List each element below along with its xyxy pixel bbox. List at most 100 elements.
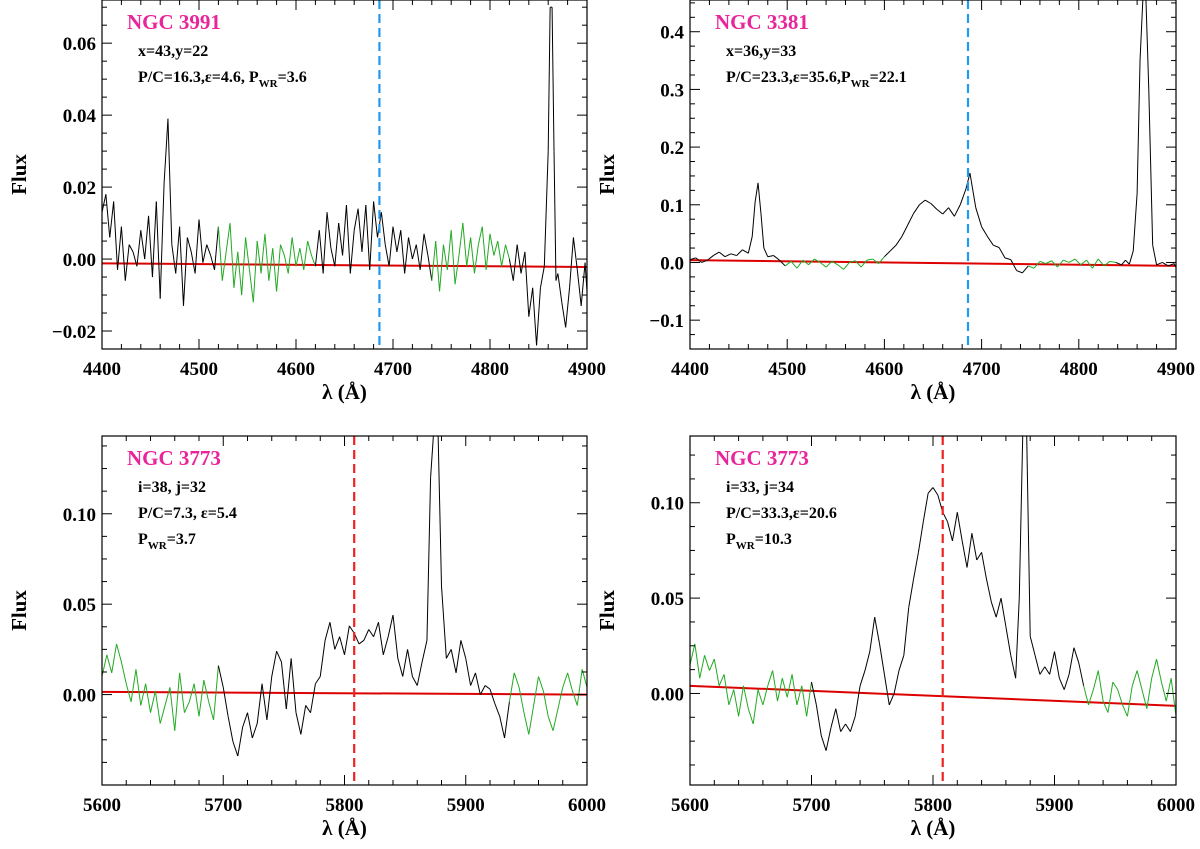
spectrum-segment: [1091, 258, 1099, 269]
spectrum-segment: [319, 640, 326, 677]
spectrum-segment: [407, 649, 413, 677]
spectrum-segment: [932, 487, 939, 496]
spectrum-segment: [547, 7, 551, 152]
y-tick-label: 0.00: [651, 684, 684, 705]
spectrum-segment: [790, 260, 798, 269]
spectrum-segment: [747, 708, 754, 725]
spectrum-segment: [477, 226, 483, 245]
annotation-text: x=43,y=22: [138, 43, 208, 60]
spectrum-segment: [473, 244, 479, 274]
spectrum-segment: [455, 640, 462, 673]
spectrum-segment: [993, 244, 1000, 248]
spectrum-segment: [188, 683, 195, 702]
spectrum-segment: [357, 208, 363, 252]
spectrum-segment: [400, 230, 406, 274]
spectrum-segment: [1146, 678, 1153, 709]
spectrum-segment: [208, 701, 215, 721]
spectrum-segment: [893, 670, 900, 694]
spectrum-segment: [345, 205, 351, 274]
spectrum-segment: [1115, 262, 1122, 266]
spectrum-segment: [251, 723, 258, 739]
spectrum-segment: [1125, 259, 1130, 265]
spectrum-segment: [363, 629, 370, 641]
spectrum-segment: [241, 237, 247, 296]
spectrum-segment: [508, 258, 514, 281]
spectrum-segment: [930, 203, 938, 210]
spectrum-segment: [1028, 265, 1035, 269]
spectrum-segment: [214, 226, 219, 270]
spectrum-segment: [825, 260, 833, 268]
spectrum-segment: [513, 672, 520, 688]
spectrum-segment: [384, 244, 390, 267]
x-tick-label: 4400: [671, 359, 709, 380]
spectrum-segment: [1068, 647, 1075, 675]
y-tick-label: 0.10: [651, 494, 684, 515]
spectrum-segment: [1097, 258, 1105, 267]
spectrum-segment: [203, 680, 210, 702]
spectrum-segment: [311, 255, 316, 267]
spectrum-segment: [1092, 670, 1099, 690]
x-tick-label: 5700: [204, 795, 242, 816]
spectrum-segment: [942, 207, 949, 215]
spectrum-segment: [256, 683, 263, 724]
spectrum-segment: [295, 248, 301, 267]
spectrum-segment: [953, 204, 961, 217]
spectrum-segment: [474, 672, 481, 695]
spectrum-segment: [276, 650, 282, 663]
spectrum-segment: [102, 194, 107, 213]
spectrum-segment: [512, 244, 518, 281]
spectrum-segment: [135, 669, 142, 706]
spectrum-segment: [808, 258, 815, 266]
spectrum-segment: [154, 690, 161, 724]
spectrum-segment: [314, 676, 321, 685]
spectrum-segment: [426, 477, 432, 641]
spectrum-segment: [1018, 436, 1024, 599]
spectrum-segment: [767, 255, 774, 258]
spectrum-segment: [419, 233, 425, 270]
spectrum-segment: [951, 512, 958, 541]
spectrum-segment: [268, 248, 274, 281]
spectrum-segment: [532, 287, 538, 346]
panel-title: NGC 3773: [127, 446, 221, 470]
spectrum-segment: [859, 670, 866, 686]
spectrum-segment: [454, 255, 460, 285]
spectrum-segment: [388, 226, 394, 267]
spectrum-segment: [484, 685, 491, 690]
y-tick-label: 0.1: [660, 196, 684, 217]
spectrum-segment: [435, 241, 441, 292]
x-tick-label: 4700: [374, 359, 412, 380]
continuum-fit-line: [102, 690, 587, 696]
spectrum-segment: [229, 223, 235, 288]
spectrum-segment: [1088, 689, 1094, 706]
spectrum-segment: [169, 687, 176, 731]
spectrum-segment: [922, 493, 929, 522]
spectrum-segment: [322, 212, 328, 274]
spectrum-segment: [786, 674, 793, 698]
spectrum-segment: [508, 672, 515, 702]
spectrum-segment: [860, 259, 868, 268]
spectrum-segment: [917, 521, 924, 553]
spectrum-segment: [1139, 0, 1144, 61]
spectrum-segment: [446, 230, 452, 270]
spectrum-segment: [105, 194, 111, 238]
spectrum-segment: [450, 649, 457, 673]
spectrum-segment: [751, 201, 756, 237]
spectrum-segment: [264, 233, 270, 281]
spectrum-segment: [811, 681, 817, 706]
spectrum-segment: [1121, 259, 1126, 266]
spectrum-segment: [690, 643, 696, 665]
annotation-text: P/C=7.3, ε=5.4: [138, 505, 237, 522]
spectrum-segment: [561, 302, 567, 328]
y-axis-label: Flux: [7, 590, 31, 631]
spectrum-segment: [776, 678, 783, 702]
spectrum-segment: [990, 601, 997, 618]
spectrum-segment: [210, 255, 216, 270]
y-tick-label: 0.10: [63, 505, 96, 526]
spectrum-segment: [186, 237, 192, 252]
y-tick-label: 0.05: [63, 595, 96, 616]
spectrum-segment: [747, 236, 753, 254]
spectrum-segment: [707, 255, 714, 261]
spectrum-segment: [242, 712, 248, 728]
spectrum-segment: [1141, 689, 1148, 709]
